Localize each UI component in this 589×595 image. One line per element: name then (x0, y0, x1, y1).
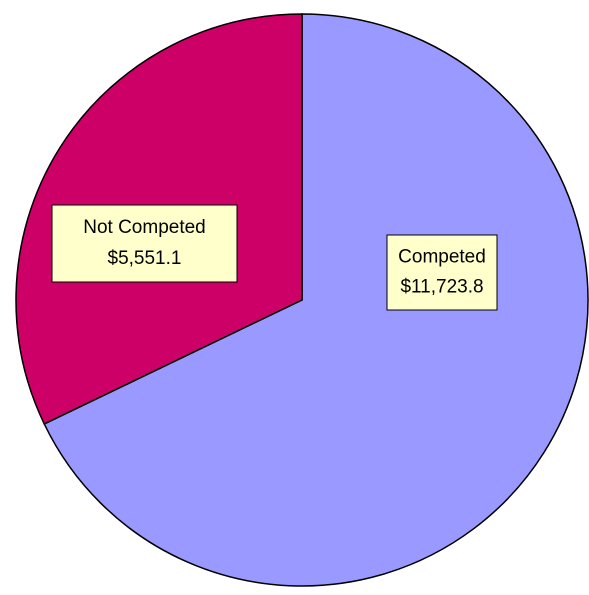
label-box (51, 204, 238, 283)
value-label: $11,723.8 (400, 277, 483, 298)
label-box (386, 234, 498, 311)
slice-label: Competed (398, 247, 486, 268)
slice-label: Not Competed (83, 217, 206, 238)
value-label: $5,551.1 (108, 248, 182, 269)
pie-slice (43, 13, 589, 587)
